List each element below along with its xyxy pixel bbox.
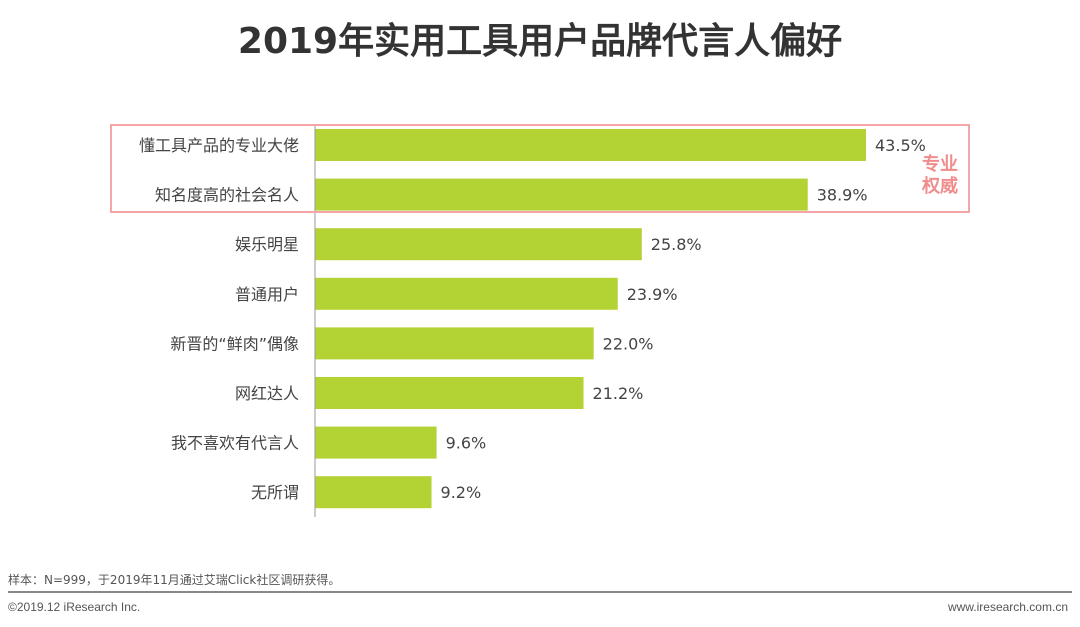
bar — [315, 426, 437, 459]
value-label: 43.5% — [875, 136, 926, 155]
bar — [315, 178, 808, 211]
category-label: 懂工具产品的专业大佬 — [139, 136, 299, 155]
category-label: 我不喜欢有代言人 — [171, 434, 299, 453]
category-label: 娱乐明星 — [235, 235, 299, 254]
sample-note: 样本：N=999，于2019年11月通过艾瑞Click社区调研获得。 — [8, 573, 341, 587]
website-link[interactable]: www.iresearch.com.cn — [947, 600, 1068, 614]
category-label: 网红达人 — [235, 384, 299, 403]
category-label: 普通用户 — [235, 285, 299, 304]
value-label: 25.8% — [651, 235, 702, 254]
bar — [315, 277, 618, 310]
highlight-label-line2: 权威 — [922, 176, 958, 197]
value-label: 9.6% — [446, 434, 487, 453]
bar — [315, 476, 432, 509]
bar — [315, 129, 866, 161]
value-label: 23.9% — [627, 285, 678, 304]
copyright: ©2019.12 iResearch Inc. — [8, 600, 141, 614]
bar — [315, 327, 594, 360]
footer-divider — [8, 591, 1072, 593]
value-label: 38.9% — [817, 186, 868, 205]
bar — [315, 228, 642, 261]
value-label: 22.0% — [603, 334, 654, 353]
bar-chart: 懂工具产品的专业大佬 43.5% 知名度高的社会名人 38.9% 娱乐明星 25.8% 普通… — [139, 124, 926, 517]
highlight-label: 专业 权威 — [922, 154, 968, 198]
category-label: 知名度高的社会名人 — [155, 186, 299, 205]
bar — [315, 377, 584, 409]
highlight-box — [110, 124, 970, 213]
highlight-label-line1: 专业 — [922, 154, 958, 175]
value-label: 21.2% — [593, 384, 644, 403]
category-label: 无所谓 — [251, 483, 299, 502]
chart-title: 2019年实用工具用户品牌代言人偏好 — [237, 21, 843, 62]
category-label: 新晋的“鲜肉”偶像 — [170, 334, 299, 353]
value-label: 9.2% — [441, 483, 482, 502]
